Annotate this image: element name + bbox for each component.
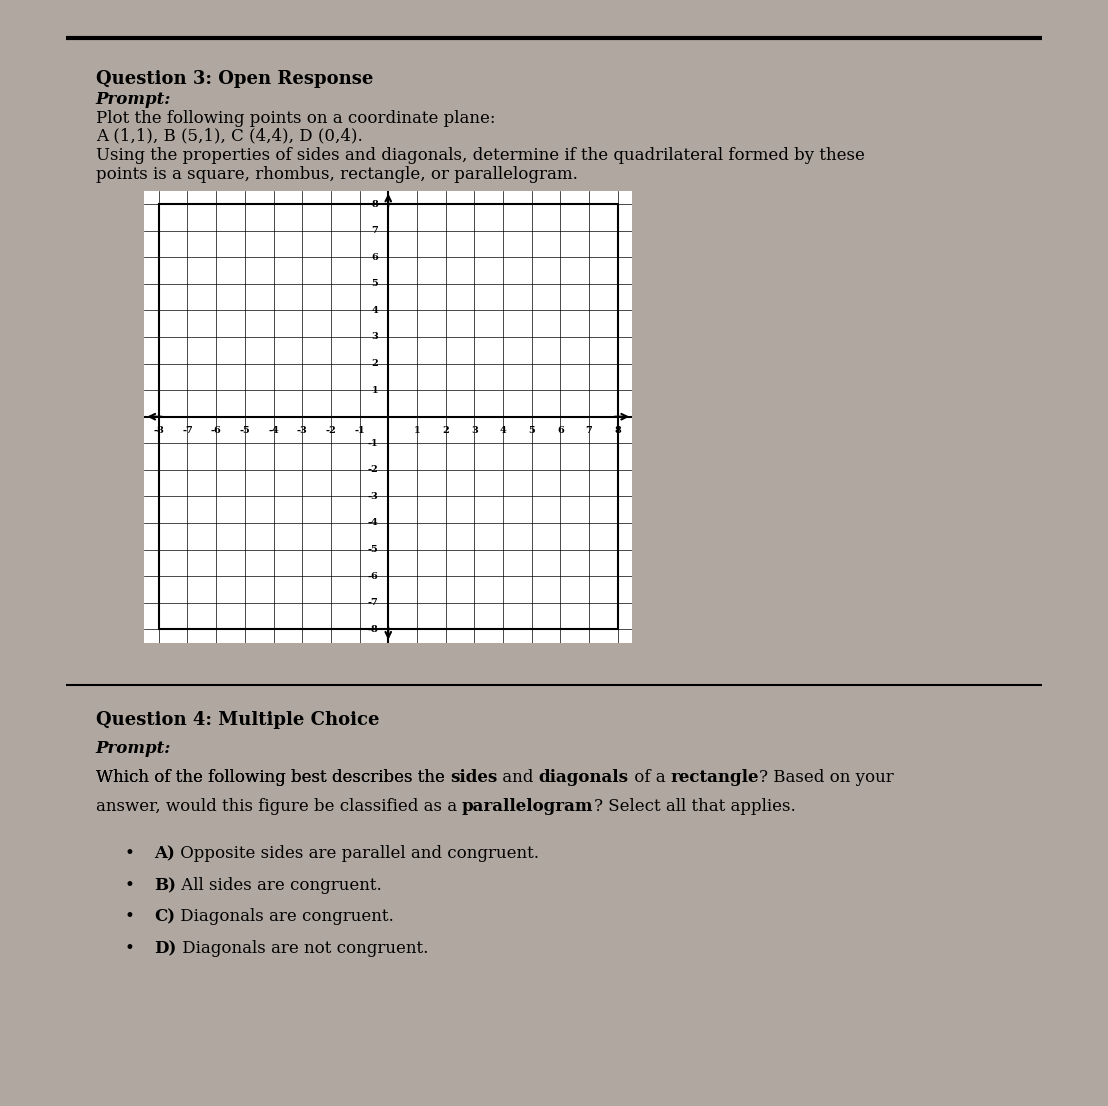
Text: Prompt:: Prompt: — [95, 740, 171, 758]
Text: points is a square, rhombus, rectangle, or parallelogram.: points is a square, rhombus, rectangle, … — [95, 166, 577, 182]
Text: 5: 5 — [529, 426, 535, 435]
Text: -7: -7 — [182, 426, 193, 435]
Text: -4: -4 — [368, 519, 378, 528]
Text: 8: 8 — [614, 426, 622, 435]
Text: Opposite sides are parallel and congruent.: Opposite sides are parallel and congruen… — [175, 845, 540, 863]
Text: C): C) — [154, 908, 175, 926]
Text: Diagonals are not congruent.: Diagonals are not congruent. — [176, 940, 428, 957]
Text: answer, would this figure be classified as a: answer, would this figure be classified … — [95, 799, 462, 815]
Text: 3: 3 — [471, 426, 478, 435]
Text: Question 4: Multiple Choice: Question 4: Multiple Choice — [95, 711, 379, 729]
Text: 2: 2 — [371, 359, 378, 368]
Text: -4: -4 — [268, 426, 279, 435]
Text: D): D) — [154, 940, 176, 957]
Text: parallelogram: parallelogram — [462, 799, 594, 815]
Text: 2: 2 — [442, 426, 449, 435]
Text: Which of the following best describes the: Which of the following best describes th… — [95, 769, 450, 785]
Text: 7: 7 — [586, 426, 593, 435]
Text: rectangle: rectangle — [670, 769, 759, 785]
Text: 1: 1 — [413, 426, 420, 435]
Text: ? Based on your: ? Based on your — [759, 769, 894, 785]
Text: 3: 3 — [371, 333, 378, 342]
Text: •: • — [125, 845, 135, 863]
Text: 6: 6 — [371, 253, 378, 262]
Text: 6: 6 — [557, 426, 564, 435]
Text: of a: of a — [628, 769, 670, 785]
Text: 5: 5 — [371, 280, 378, 289]
Text: -3: -3 — [368, 492, 378, 501]
Text: -3: -3 — [297, 426, 308, 435]
Text: and: and — [497, 769, 538, 785]
Text: 7: 7 — [371, 226, 378, 236]
Text: Plot the following points on a coordinate plane:: Plot the following points on a coordinat… — [95, 109, 495, 127]
Text: •: • — [125, 908, 135, 926]
Text: •: • — [125, 940, 135, 957]
Text: -2: -2 — [368, 466, 378, 474]
Text: diagonals: diagonals — [538, 769, 628, 785]
Text: Which of the following best describes the: Which of the following best describes th… — [95, 769, 450, 785]
Text: -5: -5 — [239, 426, 250, 435]
Text: -6: -6 — [368, 572, 378, 581]
Text: 4: 4 — [500, 426, 506, 435]
Text: 8: 8 — [371, 199, 378, 209]
Text: A): A) — [154, 845, 175, 863]
Text: B): B) — [154, 877, 176, 894]
Text: Using the properties of sides and diagonals, determine if the quadrilateral form: Using the properties of sides and diagon… — [95, 147, 864, 164]
Text: -1: -1 — [368, 439, 378, 448]
Text: -7: -7 — [368, 598, 378, 607]
Text: sides: sides — [450, 769, 497, 785]
Text: -1: -1 — [355, 426, 365, 435]
Text: Diagonals are congruent.: Diagonals are congruent. — [175, 908, 394, 926]
Text: -6: -6 — [211, 426, 222, 435]
Text: A (1,1), B (5,1), C (4,4), D (0,4).: A (1,1), B (5,1), C (4,4), D (0,4). — [95, 127, 362, 145]
Text: -8: -8 — [368, 625, 378, 634]
Text: -5: -5 — [368, 545, 378, 554]
Text: •: • — [125, 877, 135, 894]
Text: All sides are congruent.: All sides are congruent. — [176, 877, 382, 894]
Text: 4: 4 — [371, 306, 378, 315]
Text: Prompt:: Prompt: — [95, 91, 171, 108]
Text: 1: 1 — [371, 386, 378, 395]
Text: -8: -8 — [153, 426, 164, 435]
Text: -2: -2 — [326, 426, 336, 435]
Text: ? Select all that applies.: ? Select all that applies. — [594, 799, 796, 815]
Text: Question 3: Open Response: Question 3: Open Response — [95, 70, 373, 88]
